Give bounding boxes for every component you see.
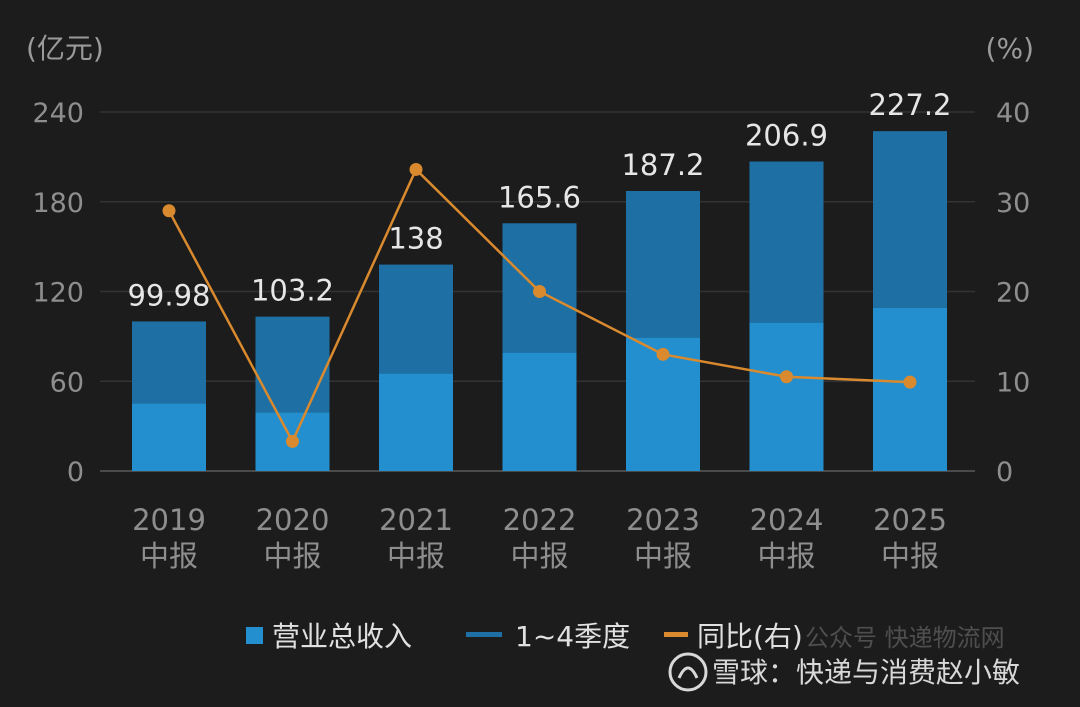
category-year-label: 2021	[379, 503, 453, 537]
legend-swatch-revenue	[246, 627, 263, 644]
legend-label-yoy: 同比(右)	[697, 620, 803, 653]
bar-data-label: 138	[388, 222, 443, 256]
bar-lower-segment	[749, 322, 824, 471]
yoy-point	[903, 375, 917, 389]
category-period-label: 中报	[634, 539, 692, 573]
right-tick-label: 40	[996, 98, 1030, 129]
left-axis-unit: (亿元)	[26, 32, 104, 65]
bar-data-label: 187.2	[621, 148, 704, 182]
left-tick-label: 120	[32, 278, 84, 309]
legend: 营业总收入 1~4季度 同比(右)	[246, 620, 803, 653]
bar-lower-segment	[132, 403, 206, 471]
bar-data-label: 165.6	[498, 180, 581, 214]
data-labels: 99.98 103.2 138 165.6 187.2 206.9 227.2	[127, 88, 951, 312]
category-period-label: 中报	[757, 539, 815, 573]
yoy-point	[409, 162, 423, 176]
category-year-label: 2019	[132, 503, 206, 537]
category-year-label: 2023	[626, 503, 700, 537]
left-tick-label: 180	[32, 188, 84, 219]
category-year-label: 2020	[256, 503, 330, 537]
legend-swatch-quarters	[466, 632, 502, 637]
yoy-point	[286, 434, 299, 448]
yoy-point	[780, 370, 793, 384]
category-labels: 2019中报2020中报2021中报2022中报2023中报2024中报2025…	[132, 503, 947, 573]
category-year-label: 2024	[750, 503, 824, 537]
right-axis-unit: (%)	[986, 32, 1034, 65]
bar-data-label: 99.98	[127, 278, 210, 312]
bars	[132, 131, 947, 472]
legend-swatch-yoy	[664, 632, 688, 637]
right-tick-label: 0	[996, 457, 1013, 488]
category-period-label: 中报	[387, 539, 445, 573]
category-year-label: 2025	[873, 503, 947, 537]
category-year-label: 2022	[503, 503, 577, 537]
right-tick-label: 30	[996, 188, 1030, 219]
category-period-label: 中报	[263, 539, 321, 573]
watermark-faint-text: 公众号 快递物流网	[805, 624, 1005, 652]
bar-data-label: 103.2	[251, 274, 334, 308]
left-axis-ticks: 0 60 120 180 240	[32, 98, 84, 488]
category-period-label: 中报	[510, 539, 568, 573]
watermark: 公众号 快递物流网 雪球：快递与消费赵小敏	[668, 624, 1020, 692]
yoy-point	[162, 204, 176, 218]
bar-lower-segment	[502, 352, 577, 471]
right-tick-label: 20	[996, 278, 1030, 309]
yoy-point	[533, 285, 546, 298]
bar-data-label: 206.9	[745, 119, 828, 153]
category-period-label: 中报	[140, 539, 198, 573]
left-tick-label: 240	[32, 98, 84, 129]
legend-label-revenue: 营业总收入	[272, 620, 412, 653]
left-tick-label: 0	[67, 457, 84, 488]
snowball-logo-icon	[668, 652, 708, 692]
yoy-point	[656, 347, 670, 361]
bar-lower-segment	[873, 307, 947, 471]
bar-data-label: 227.2	[868, 88, 951, 122]
legend-label-quarters: 1~4季度	[515, 620, 630, 653]
bar-lower-segment	[379, 373, 453, 471]
yoy-line	[162, 162, 917, 448]
watermark-text: 雪球：快递与消费赵小敏	[712, 656, 1020, 689]
left-tick-label: 60	[50, 367, 84, 398]
category-period-label: 中报	[881, 539, 939, 573]
right-tick-label: 10	[996, 367, 1030, 398]
right-axis-ticks: 0 10 20 30 40	[996, 98, 1030, 488]
